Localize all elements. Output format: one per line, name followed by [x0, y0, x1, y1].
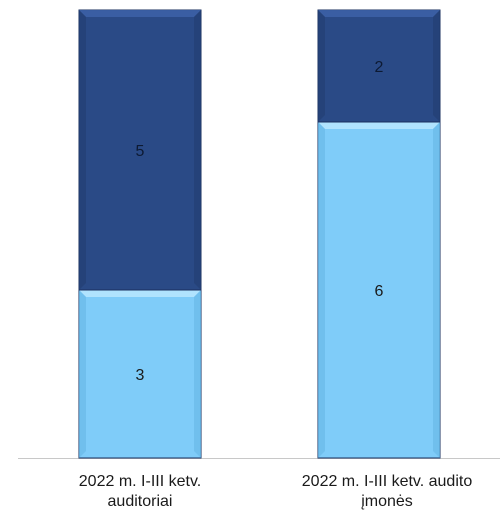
bar-segment-cat2-series2 [317, 9, 441, 123]
bar-segment-cat1-series2 [78, 9, 202, 291]
x-tick-label-2: 2022 m. I-III ketv. audito įmonės [301, 473, 473, 510]
data-label-cat1-series2: 5 [136, 143, 145, 160]
data-label-cat2-series2: 2 [375, 59, 384, 76]
bar-segment-cat2-series1 [317, 121, 441, 459]
data-label-cat2-series1: 6 [375, 283, 384, 300]
bar-segment-cat1-series1 [78, 289, 202, 459]
data-label-cat1-series1: 3 [136, 367, 145, 384]
x-tick-label-1: 2022 m. I-III ketv. auditoriai [78, 473, 202, 510]
